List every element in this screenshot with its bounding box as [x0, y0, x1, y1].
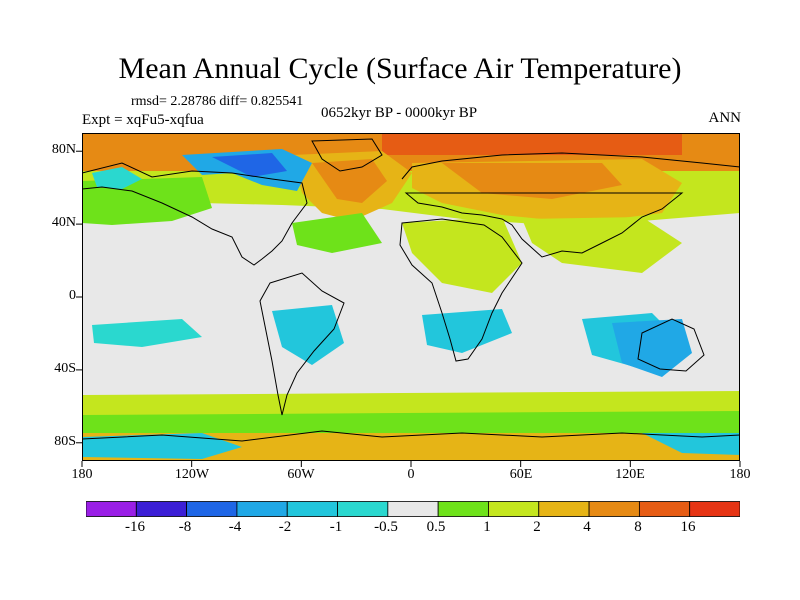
colorbar-swatch: [186, 501, 238, 517]
colorbar: [86, 501, 740, 517]
antarctica-cold-east: [642, 433, 740, 455]
x-tick-label: 180: [71, 467, 93, 482]
colorbar-swatch: [437, 501, 489, 517]
map-frame: [82, 133, 740, 461]
colorbar-label: -1: [329, 519, 343, 535]
colorbar-swatch: [689, 501, 740, 517]
season-label: ANN: [708, 110, 742, 126]
colorbar-label: 8: [634, 519, 642, 535]
sh-midlat-green: [82, 411, 740, 435]
antarctica-coast: [82, 430, 740, 442]
colorbar-swatch: [86, 501, 137, 517]
experiment-label: Expt = xqFu5-xqfua: [82, 112, 204, 128]
colorbar-label: -4: [228, 519, 242, 535]
colorbar-swatch: [337, 501, 389, 517]
australia-coast: [637, 318, 705, 372]
period-label: 0652kyr BP - 0000kyr BP: [321, 105, 478, 121]
y-tick-label: 80S: [54, 434, 76, 449]
colorbar-label: 1: [483, 519, 491, 535]
figure-title: Mean Annual Cycle (Surface Air Temperatu…: [118, 52, 682, 85]
antarctica-cold: [82, 433, 242, 459]
canada-cold-core: [212, 153, 287, 177]
alaska-cold: [92, 167, 142, 189]
africa-yellow: [402, 217, 522, 293]
north-america-coast: [82, 162, 308, 266]
colorbar-label: 2: [533, 519, 541, 535]
eurasia-hot-core: [442, 163, 622, 199]
y-tick-label: 40S: [54, 361, 76, 376]
greenland-coast: [311, 138, 383, 172]
colorbar-label: -16: [125, 519, 145, 535]
y-tick-label: 0: [69, 288, 76, 303]
east-pacific-cold: [92, 319, 202, 347]
colorbar-label: 4: [583, 519, 591, 535]
africa-coast: [399, 218, 523, 362]
colorbar-swatch: [135, 501, 188, 517]
north-atlantic-core: [312, 159, 387, 203]
y-tick-label: 40N: [51, 215, 76, 230]
south-america-cold: [272, 305, 344, 365]
colorbar-swatch: [538, 501, 590, 517]
colorbar-label: -8: [178, 519, 192, 535]
colorbar-swatch: [236, 501, 288, 517]
colorbar-label: 16: [680, 519, 696, 535]
colorbar-label: 0.5: [426, 519, 446, 535]
colorbar-swatch: [588, 501, 640, 517]
colorbar-swatch: [286, 501, 338, 517]
colorbar-swatch: [387, 501, 439, 517]
australia-cold: [612, 319, 692, 377]
temperature-anomaly-map: [82, 133, 740, 461]
siberia-warm-core: [382, 133, 682, 155]
south-america-coast: [259, 272, 345, 416]
x-tick-label: 60E: [509, 467, 533, 482]
x-tick-label: 120W: [174, 467, 210, 482]
anomaly-fields: [82, 133, 740, 461]
tropical-atlantic-green: [292, 213, 382, 253]
colorbar-swatch: [638, 501, 691, 517]
south-asia-yellow: [522, 217, 682, 273]
colorbar-label: -2: [278, 519, 292, 535]
axis-ticks: [76, 150, 741, 467]
rmsd-diff-stats: rmsd= 2.28786 diff= 0.825541: [131, 94, 304, 109]
x-tick-label: 180: [729, 467, 751, 482]
colorbar-swatch: [488, 501, 540, 517]
x-tick-label: 120E: [615, 467, 645, 482]
x-tick-label: 0: [407, 467, 415, 482]
colorbar-label: -0.5: [374, 519, 398, 535]
y-tick-label: 80N: [51, 142, 76, 157]
eurasia-coast: [401, 152, 740, 258]
coastlines: [82, 138, 740, 442]
x-tick-label: 60W: [287, 467, 315, 482]
